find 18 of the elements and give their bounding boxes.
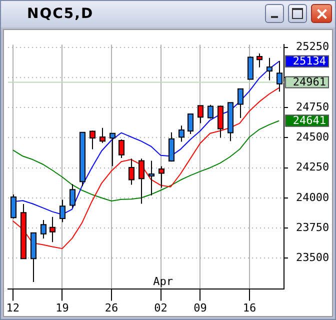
x-tick-label: 16 [242, 301, 256, 314]
y-tick-label: 23500 [296, 251, 330, 264]
annotation: Apr [153, 275, 174, 288]
chart-title: NQC5,D [27, 6, 94, 22]
x-tick-label: 26 [104, 301, 118, 314]
x-tick-label: 02 [154, 301, 168, 314]
ref-line-label: 24961 [292, 76, 326, 89]
y-tick-label: 23750 [296, 220, 330, 234]
data-label: 25134 [292, 54, 326, 68]
x-tick-label: 09 [194, 301, 207, 314]
data-label: 24641 [292, 114, 326, 128]
y-tick-label: 24750 [296, 100, 330, 114]
x-tick-label: 19 [56, 301, 69, 314]
y-tick-label: 24500 [296, 130, 330, 144]
x-tick-label: 12 [6, 301, 20, 314]
y-tick-label: 24250 [296, 160, 330, 174]
y-tick-label: 24000 [296, 190, 330, 204]
y-tick-label: 25250 [296, 40, 330, 54]
